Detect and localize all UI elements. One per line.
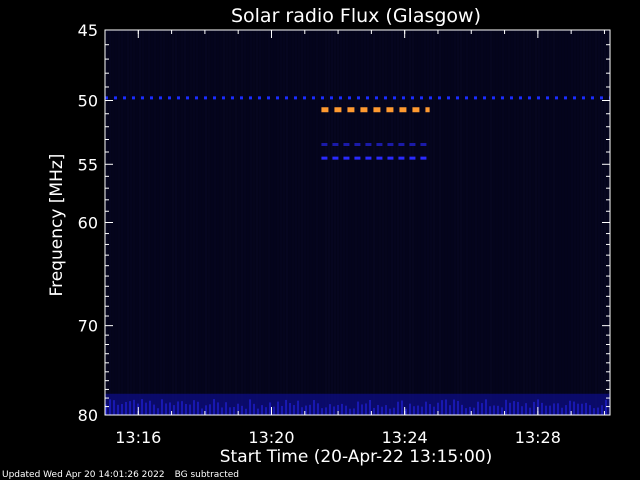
y-tick-label: 60	[78, 214, 98, 233]
y-tick-label: 80	[78, 406, 98, 425]
footer: Updated Wed Apr 20 14:01:26 2022 BG subtr…	[2, 470, 249, 480]
bg-note: BG subtracted	[174, 470, 240, 480]
x-tick-label: 13:28	[515, 428, 561, 447]
y-tick-label: 55	[78, 155, 98, 174]
y-axis-label: Frequency [MHz]	[47, 154, 67, 297]
x-tick-label: 13:20	[248, 428, 294, 447]
updated-text: Updated Wed Apr 20 14:01:26 2022	[2, 470, 165, 480]
y-tick-label: 70	[78, 317, 98, 336]
chart-title: Solar radio Flux (Glasgow)	[231, 5, 481, 27]
y-tick-label: 45	[78, 21, 98, 40]
noise-texture	[106, 30, 609, 415]
y-tick-label: 50	[78, 92, 98, 111]
axes: 13:16 13:20 13:24 13:28 45 50 55 60 70 80	[78, 21, 611, 447]
x-axis-label: Start Time (20-Apr-22 13:15:00)	[220, 447, 492, 467]
x-tick-label: 13:24	[382, 428, 428, 447]
spectrogram-background	[105, 30, 610, 415]
x-tick-label: 13:16	[115, 428, 161, 447]
plot-area	[105, 30, 610, 415]
